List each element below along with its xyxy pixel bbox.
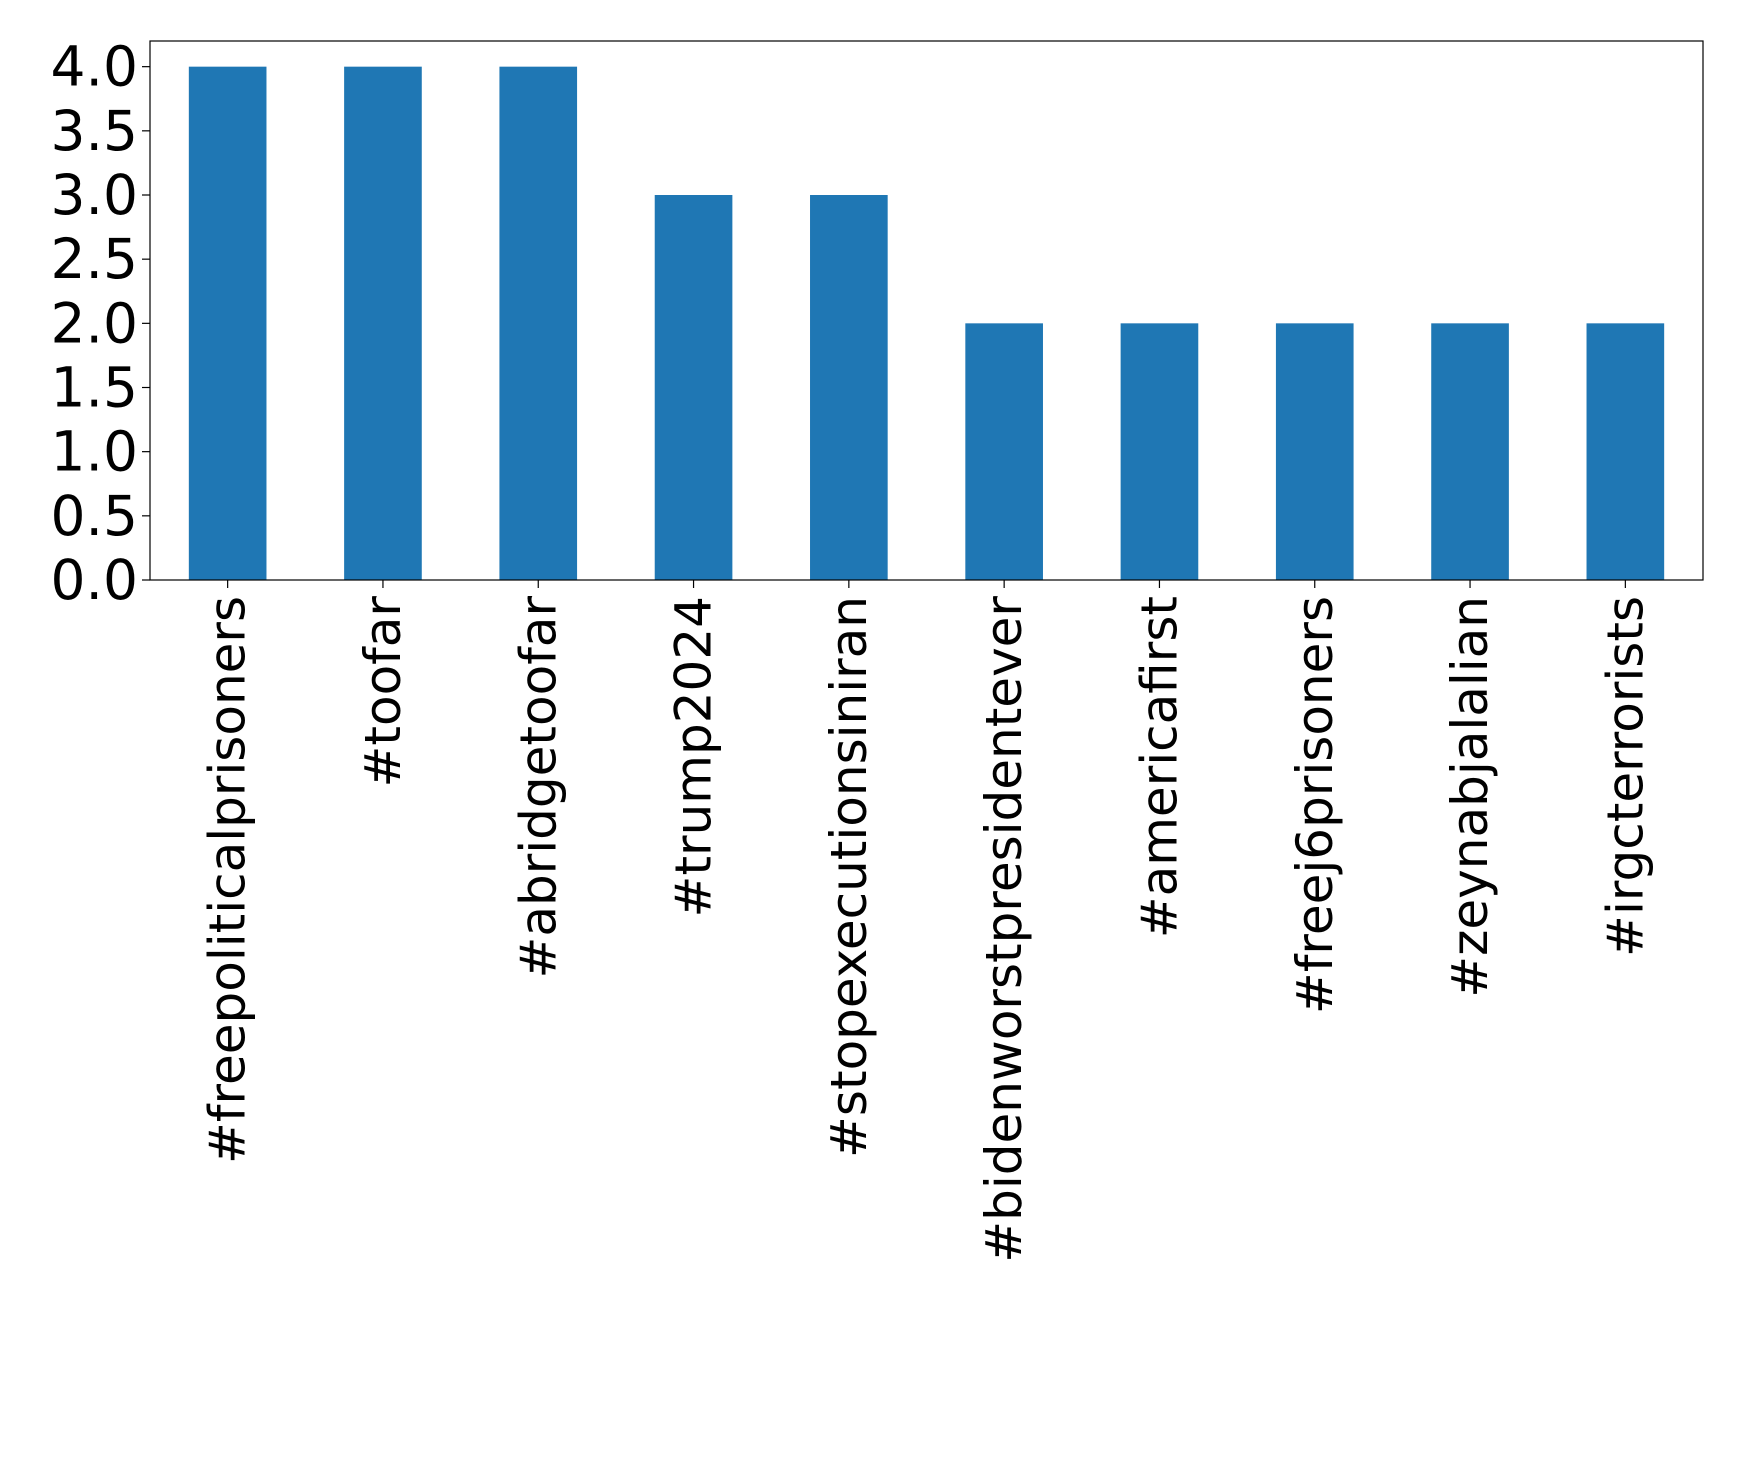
bar-toofar <box>344 66 422 580</box>
bar-trump2024 <box>654 195 733 580</box>
bar-bidenworstpresidentever <box>965 323 1043 580</box>
x-tick-label: #trump2024 <box>665 596 723 917</box>
x-tick-label: #americafirst <box>1130 596 1188 938</box>
bar-irgcterrorists <box>1586 323 1665 580</box>
y-tick-label: 0.0 <box>51 548 138 612</box>
x-tick-label: #freej6prisoners <box>1286 596 1344 1014</box>
x-tick-label: #zeynabjalalian <box>1441 596 1499 998</box>
bar-stopexecutionsiniran <box>810 195 888 580</box>
y-tick-label: 4.0 <box>51 35 138 99</box>
y-tick-label: 2.0 <box>51 291 138 355</box>
y-tick-label: 0.5 <box>51 484 138 548</box>
x-tick-label: #irgcterrorists <box>1596 596 1654 957</box>
bar-zeynabjalalian <box>1431 323 1509 580</box>
bar-americafirst <box>1120 323 1199 580</box>
y-tick-label: 2.5 <box>51 227 138 291</box>
bar-abridgetoofar <box>499 66 578 580</box>
bar-freepoliticalprisoners <box>188 66 267 580</box>
y-tick-label: 1.5 <box>51 356 138 420</box>
y-tick-label: 1.0 <box>51 420 138 484</box>
y-axis: 0.00.51.01.52.02.53.03.54.0 <box>51 35 150 612</box>
y-tick-label: 3.0 <box>51 163 138 227</box>
bar-freej6prisoners <box>1275 323 1354 580</box>
y-tick-label: 3.5 <box>51 99 138 163</box>
x-tick-label: #freepoliticalprisoners <box>199 596 257 1164</box>
plot-frame <box>149 40 1704 581</box>
x-tick-label: #stopexecutionsiniran <box>820 596 878 1158</box>
bars-layer <box>188 66 1665 580</box>
x-tick-label: #toofar <box>354 596 412 788</box>
x-tick-label: #bidenworstpresidentever <box>975 596 1033 1263</box>
x-axis: #freepoliticalprisoners #toofar #abridgeto… <box>199 580 1654 1263</box>
x-tick-label: #abridgetoofar <box>509 596 567 979</box>
